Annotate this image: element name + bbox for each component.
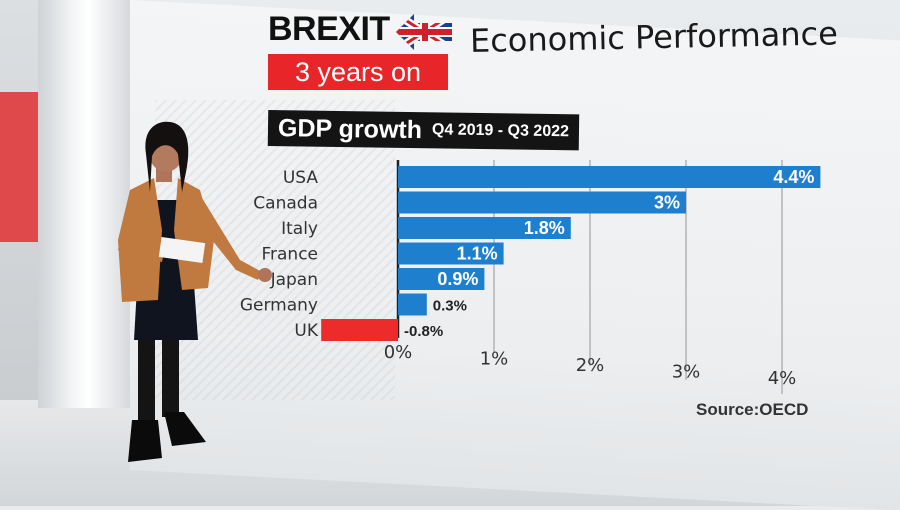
bar [398, 166, 821, 188]
x-tick-label: 4% [768, 368, 797, 389]
data-label: 1.8% [524, 218, 565, 238]
bar [398, 217, 571, 239]
data-label: 3% [654, 193, 680, 213]
data-label: 1.1% [457, 244, 498, 264]
presenter-figure [118, 121, 272, 462]
bar [398, 242, 504, 265]
data-label: 4.4% [773, 167, 814, 187]
x-tick-label: 3% [672, 362, 701, 383]
bar [398, 268, 485, 290]
category-label: Italy [281, 219, 318, 239]
x-tick-label: 0% [384, 342, 413, 363]
x-tick-label: 2% [576, 355, 605, 376]
data-label: 0.3% [433, 298, 467, 315]
data-label: -0.8% [404, 323, 443, 340]
bar [398, 293, 427, 316]
subtitle-banner: 3 years on [268, 54, 448, 90]
data-label: 0.9% [437, 269, 478, 289]
bar [398, 191, 686, 214]
studio-red-panel [0, 92, 44, 242]
category-label: Germany [240, 296, 318, 316]
union-flag-arrow-icon [396, 14, 452, 50]
category-label: UK [294, 321, 318, 341]
studio-pillar [38, 0, 130, 408]
chart-source: Source:OECD [696, 400, 809, 419]
x-tick-label: 1% [480, 349, 509, 370]
category-label: France [261, 245, 318, 265]
category-label: Canada [253, 194, 318, 214]
category-label: Japan [270, 270, 318, 290]
category-label: USA [283, 168, 319, 188]
brexit-logo-text: BREXIT [268, 10, 390, 48]
bar [321, 319, 398, 341]
